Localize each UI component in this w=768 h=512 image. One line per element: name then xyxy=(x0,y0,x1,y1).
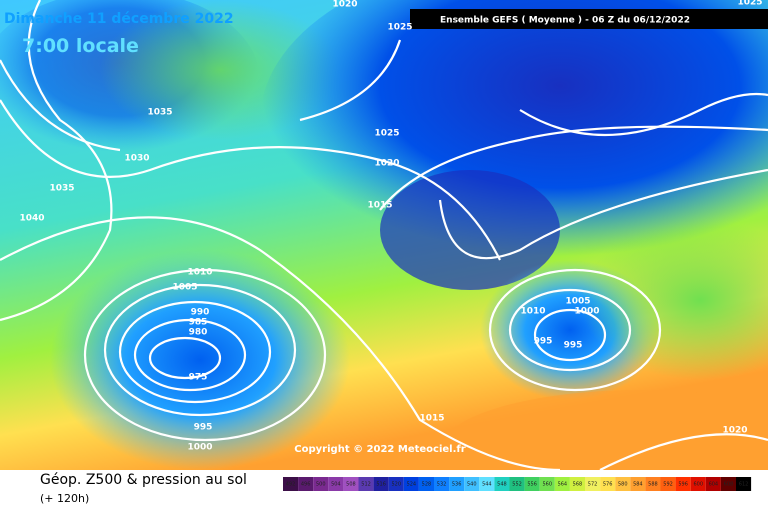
isobar-label: 1025 xyxy=(374,129,399,139)
isobar-label: 1010 xyxy=(187,268,212,278)
scale-label: 604 xyxy=(709,482,719,488)
scale-swatch xyxy=(600,477,616,491)
scale-label: 492 xyxy=(286,482,296,488)
scale-label: 584 xyxy=(633,482,643,488)
scale-label: 576 xyxy=(603,482,613,488)
scale-swatch xyxy=(494,477,510,491)
scale-swatch xyxy=(736,477,752,491)
isobar-label: 1020 xyxy=(374,159,399,169)
scale-label: 596 xyxy=(678,482,688,488)
isobar-label: 1000 xyxy=(574,307,599,317)
scale-label: 568 xyxy=(573,482,583,488)
scale-swatch xyxy=(358,477,374,491)
scale-label: 512 xyxy=(361,482,371,488)
scale-label: 612 xyxy=(739,482,749,488)
scale-label: 564 xyxy=(558,482,568,488)
isobar-label: 995 xyxy=(194,423,213,433)
scale-label: 556 xyxy=(527,482,537,488)
scale-swatch xyxy=(388,477,404,491)
run-banner xyxy=(410,9,768,29)
scale-label: 552 xyxy=(512,482,522,488)
scale-swatch xyxy=(675,477,691,491)
scale-label: 508 xyxy=(346,482,356,488)
isobar-label: 990 xyxy=(191,308,210,318)
scale-label: 524 xyxy=(407,482,417,488)
isobar-label: 995 xyxy=(564,341,583,351)
isobar-label: 975 xyxy=(189,373,208,383)
scale-swatch xyxy=(554,477,570,491)
scale-swatch xyxy=(403,477,419,491)
footer-title: Géop. Z500 & pression au sol xyxy=(40,472,247,488)
scale-swatch xyxy=(479,477,495,491)
scale-label: 572 xyxy=(588,482,598,488)
isobar-label: 995 xyxy=(534,337,553,347)
isobar-label: 1025 xyxy=(737,0,762,8)
scale-label: 580 xyxy=(618,482,628,488)
scale-swatch xyxy=(434,477,450,491)
scale-swatch xyxy=(524,477,540,491)
scale-swatch xyxy=(313,477,329,491)
scale-label: 536 xyxy=(452,482,462,488)
scale-label: 516 xyxy=(376,482,386,488)
scale-swatch xyxy=(630,477,646,491)
scale-label: 532 xyxy=(437,482,447,488)
scale-label: 560 xyxy=(542,482,552,488)
scale-swatch xyxy=(539,477,555,491)
isobar-label: 1000 xyxy=(187,443,212,453)
isobar-label: 1015 xyxy=(419,414,444,424)
isobar-label: 985 xyxy=(189,318,208,328)
scale-swatch xyxy=(449,477,465,491)
run-info: Ensemble GEFS ( Moyenne ) - 06 Z du 06/1… xyxy=(440,16,690,26)
scale-label: 592 xyxy=(663,482,673,488)
isobars xyxy=(0,0,768,470)
isobar-label: 1005 xyxy=(172,283,197,293)
scale-label: 504 xyxy=(331,482,341,488)
isobar-label: 1005 xyxy=(565,297,590,307)
scale-swatch xyxy=(690,477,706,491)
scale-label: 608 xyxy=(724,482,734,488)
isobar-label: 1035 xyxy=(147,108,172,118)
scale-swatch xyxy=(645,477,661,491)
scale-swatch xyxy=(343,477,359,491)
isobar-label: 1035 xyxy=(49,184,74,194)
date: Dimanche 11 décembre 2022 xyxy=(4,11,234,27)
copyright: Copyright © 2022 Meteociel.fr xyxy=(294,444,465,455)
scale-swatch xyxy=(585,477,601,491)
isobar-label: 1010 xyxy=(520,307,545,317)
scale-label: 548 xyxy=(497,482,507,488)
scale-swatch xyxy=(660,477,676,491)
scale-swatch xyxy=(720,477,736,491)
scale-label: 496 xyxy=(301,482,311,488)
scale-label: 500 xyxy=(316,482,326,488)
isobar-label: 1020 xyxy=(332,0,357,10)
local-time: 7:00 locale xyxy=(22,35,139,57)
scale-swatch xyxy=(298,477,314,491)
scale-swatch xyxy=(464,477,480,491)
scale-label: 520 xyxy=(391,482,401,488)
scale-swatch xyxy=(705,477,721,491)
isobar-label: 980 xyxy=(189,328,208,338)
isobar-label: 1025 xyxy=(387,23,412,33)
isobar-label: 1040 xyxy=(19,214,44,224)
footer-lead: (+ 120h) xyxy=(40,492,89,505)
scale-label: 544 xyxy=(482,482,492,488)
isobar-label: 1030 xyxy=(124,154,149,164)
scale-label: 528 xyxy=(422,482,432,488)
scale-swatch xyxy=(373,477,389,491)
scale-swatch xyxy=(615,477,631,491)
isobar-label: 1015 xyxy=(367,201,392,211)
scale-swatch xyxy=(569,477,585,491)
scale-swatch xyxy=(328,477,344,491)
scale-label: 540 xyxy=(467,482,477,488)
scale-label: 588 xyxy=(648,482,658,488)
scale-swatch xyxy=(509,477,525,491)
scale-label: 600 xyxy=(693,482,703,488)
isobar-label: 1020 xyxy=(722,426,747,436)
scale-swatch xyxy=(283,477,299,491)
scale-swatch xyxy=(418,477,434,491)
